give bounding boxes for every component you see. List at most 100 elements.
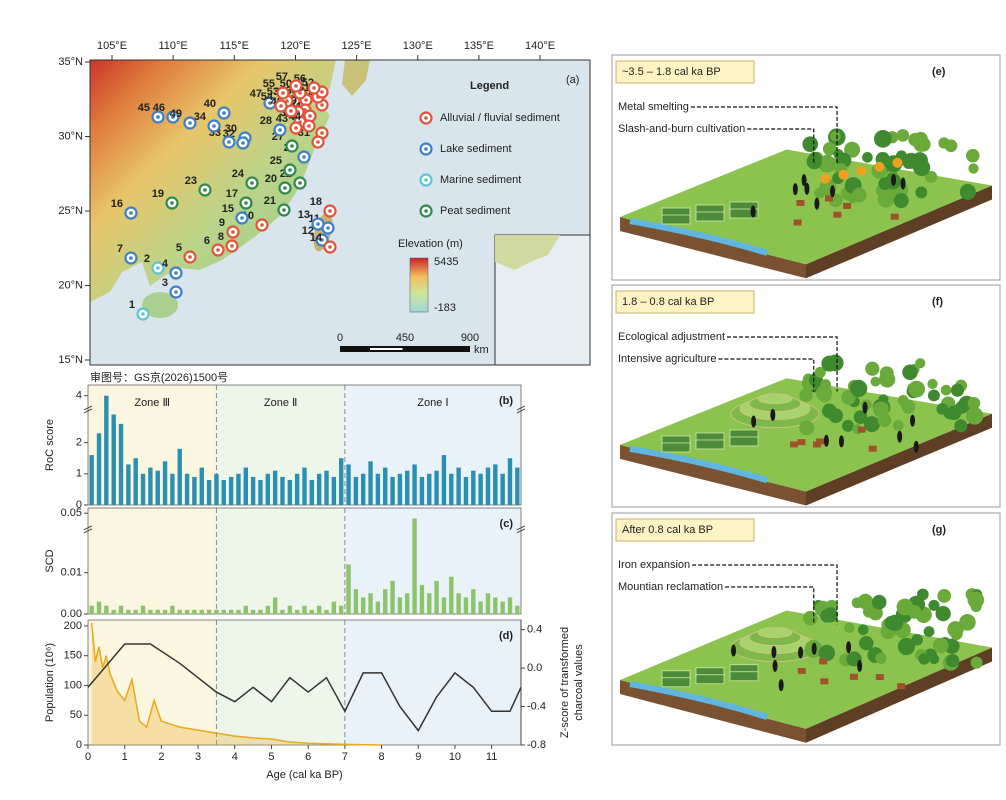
terrace xyxy=(757,627,793,638)
site-dot xyxy=(289,109,293,113)
site-dot xyxy=(320,131,324,135)
panel-label: (f) xyxy=(932,296,943,308)
bar xyxy=(515,467,520,505)
tree xyxy=(875,652,887,664)
legend-label: Alluvial / fluvial sediment xyxy=(440,112,560,124)
bar xyxy=(419,585,425,614)
tree xyxy=(915,358,926,369)
river xyxy=(629,218,769,256)
bar xyxy=(162,609,168,614)
tree xyxy=(925,170,938,183)
site-dot xyxy=(320,103,324,107)
site-dot xyxy=(307,124,311,128)
hut xyxy=(797,667,806,674)
bar xyxy=(412,518,417,614)
bar xyxy=(96,601,102,614)
site-dot xyxy=(326,226,330,230)
period-box xyxy=(615,518,755,542)
bar xyxy=(133,458,138,505)
y2-axis-label: Z-score of transformed xyxy=(559,627,571,738)
y-tick-label: 100 xyxy=(64,679,82,691)
person xyxy=(910,414,916,427)
site-dot xyxy=(320,90,324,94)
bar xyxy=(368,461,373,505)
tree xyxy=(870,376,881,387)
bar xyxy=(236,473,241,505)
bar xyxy=(331,476,337,505)
legend-dot xyxy=(424,116,428,120)
bar xyxy=(214,609,219,614)
bar xyxy=(265,605,271,614)
field xyxy=(729,436,759,447)
site-label: 54 xyxy=(261,91,274,103)
bar xyxy=(162,461,168,505)
period-label: 1.8 – 0.8 cal ka BP xyxy=(622,296,714,308)
x-tick-label: 4 xyxy=(232,751,238,763)
tree xyxy=(857,624,869,636)
lon-tick-label: 115°E xyxy=(220,40,249,52)
hut xyxy=(833,211,842,218)
bar xyxy=(302,605,307,614)
lat-tick-label: 20°N xyxy=(58,279,83,291)
hainan xyxy=(142,292,178,318)
river xyxy=(629,445,769,484)
x-tick-label: 6 xyxy=(305,751,311,763)
scale-unit: km xyxy=(474,344,489,356)
y-tick-label: 1 xyxy=(76,468,82,480)
bar xyxy=(89,455,94,505)
bar xyxy=(390,476,395,505)
x-tick-label: 1 xyxy=(122,751,128,763)
zone-label: Zone Ⅲ xyxy=(134,397,170,409)
lat-tick-label: 35°N xyxy=(58,56,83,68)
site-dot xyxy=(230,244,234,248)
bar xyxy=(449,473,454,505)
hut xyxy=(790,441,799,448)
tree xyxy=(902,158,914,169)
x-axis-label: Age (cal ka BP) xyxy=(266,769,342,781)
lon-tick-label: 125°E xyxy=(342,40,372,52)
bar xyxy=(456,593,461,614)
bar xyxy=(353,589,359,614)
bar xyxy=(133,609,138,614)
zone-background xyxy=(88,620,217,745)
zone-background xyxy=(344,620,521,745)
person xyxy=(862,401,868,414)
site-dot xyxy=(290,144,294,148)
bar xyxy=(243,605,248,614)
tree xyxy=(927,389,940,402)
tree xyxy=(968,163,979,174)
bar xyxy=(441,455,447,505)
scale-tick-label: 900 xyxy=(461,332,479,344)
korea xyxy=(342,60,370,96)
person xyxy=(798,646,804,659)
bar xyxy=(463,476,469,505)
site-dot xyxy=(129,256,133,260)
site-label: 16 xyxy=(111,198,123,210)
colorbar-max: 5435 xyxy=(434,256,458,268)
site-label: 12 xyxy=(302,225,314,237)
y-axis-label: RoC score xyxy=(44,419,56,471)
hut xyxy=(819,658,828,665)
x-tick-label: 11 xyxy=(486,751,497,763)
tree xyxy=(959,613,976,631)
x-tick-label: 2 xyxy=(158,751,164,763)
bar xyxy=(500,601,505,614)
soil-side xyxy=(806,185,992,279)
x-tick-label: 10 xyxy=(449,751,461,763)
site-dot xyxy=(294,126,298,130)
axis-break xyxy=(83,405,93,411)
lat-tick-label: 15°N xyxy=(58,354,83,366)
tree xyxy=(959,183,976,200)
hut xyxy=(890,213,899,220)
leader-line xyxy=(692,564,838,625)
bar xyxy=(140,473,146,505)
site-label: 57 xyxy=(276,71,288,83)
field xyxy=(695,211,725,222)
tree xyxy=(928,653,940,665)
person xyxy=(778,679,784,692)
tree xyxy=(873,129,892,148)
tree xyxy=(966,148,980,163)
site-label: 25 xyxy=(270,155,282,167)
tree xyxy=(853,410,868,424)
